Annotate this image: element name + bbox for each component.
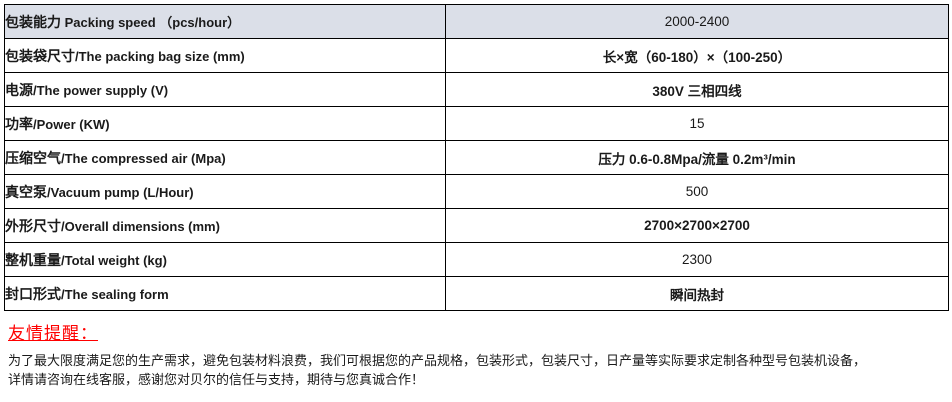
parameter-label-cn: 真空泵: [5, 183, 47, 200]
parameter-value-cell: 2000-2400: [445, 4, 949, 39]
parameter-label-en: /The compressed air (Mpa): [61, 150, 226, 166]
parameter-value-cell: 2700×2700×2700: [445, 208, 949, 243]
parameter-label-en: /Overall dimensions (mm): [61, 218, 220, 234]
friendly-reminder-line-1: 为了最大限度满足您的生产需求，避免包装材料浪费，我们可根据您的产品规格，包装形式…: [8, 353, 867, 368]
table-row: 封口形式/The sealing form 瞬间热封: [4, 276, 949, 311]
parameter-value-cell: 500: [445, 174, 949, 209]
parameter-label-cn: 外形尺寸: [5, 217, 61, 234]
parameter-label-cell: 电源/The power supply (V): [4, 72, 446, 107]
parameter-label-en: /The sealing form: [61, 286, 169, 302]
table-row: 整机重量/Total weight (kg) 2300: [4, 242, 949, 277]
parameter-label-cn: 电源: [5, 81, 33, 98]
parameter-label-cell: 外形尺寸/Overall dimensions (mm): [4, 208, 446, 243]
parameter-label-cn: 压缩空气: [5, 149, 61, 166]
parameter-label-en: /The power supply (V): [33, 82, 169, 98]
parameter-label-en: /Power (KW): [33, 116, 110, 132]
table-row: 电源/The power supply (V) 380V 三相四线: [4, 72, 949, 107]
parameter-label-cell: 封口形式/The sealing form: [4, 276, 446, 311]
table-row: 外形尺寸/Overall dimensions (mm) 2700×2700×27…: [4, 208, 949, 243]
parameter-value-cell: 长×宽（60-180）×（100-250）: [445, 38, 949, 73]
parameter-label-en: /Vacuum pump (L/Hour): [47, 184, 194, 200]
parameter-label-cell: 压缩空气/The compressed air (Mpa): [4, 140, 446, 175]
table-row: 真空泵/Vacuum pump (L/Hour) 500: [4, 174, 949, 209]
parameter-label-cn: 包装袋尺寸: [5, 47, 75, 64]
friendly-reminder-body: 为了最大限度满足您的生产需求，避免包装材料浪费，我们可根据您的产品规格，包装形式…: [8, 351, 946, 389]
specifications-table: 包装能力 Packing speed （pcs/hour） 2000-2400 包装…: [4, 4, 949, 311]
parameter-label-cell: 整机重量/Total weight (kg): [4, 242, 446, 277]
parameter-value-cell: 压力 0.6-0.8Mpa/流量 0.2m³/min: [445, 140, 949, 175]
parameter-label-cell: 真空泵/Vacuum pump (L/Hour): [4, 174, 446, 209]
parameter-label-en: /Total weight (kg): [61, 252, 167, 268]
friendly-reminder-line-2: 详情请咨询在线客服，感谢您对贝尔的信任与支持，期待与您真诚合作！: [8, 372, 425, 387]
parameter-value-cell: 2300: [445, 242, 949, 277]
parameter-label-cell: 功率/Power (KW): [4, 106, 446, 141]
table-row: 压缩空气/The compressed air (Mpa) 压力 0.6-0.8M…: [4, 140, 949, 175]
parameter-label-cn: 整机重量: [5, 251, 61, 268]
parameter-label-cn: 包装能力: [5, 13, 61, 30]
parameter-label-cell: 包装袋尺寸/The packing bag size (mm): [4, 38, 446, 73]
parameter-value-cell: 15: [445, 106, 949, 141]
table-row: 包装袋尺寸/The packing bag size (mm) 长×宽（60-18…: [4, 38, 949, 73]
parameter-label-en: Packing speed （pcs/hour）: [61, 14, 241, 30]
table-row: 功率/Power (KW) 15: [4, 106, 949, 141]
parameter-label-cn: 封口形式: [5, 285, 61, 302]
parameter-label-cn: 功率: [5, 115, 33, 132]
table-row: 包装能力 Packing speed （pcs/hour） 2000-2400: [4, 4, 949, 39]
friendly-reminder-title: 友情提醒：: [8, 324, 98, 343]
friendly-reminder-block: 友情提醒： 为了最大限度满足您的生产需求，避免包装材料浪费，我们可根据您的产品规…: [8, 322, 946, 389]
parameter-value-cell: 380V 三相四线: [445, 72, 949, 107]
parameter-label-en: /The packing bag size (mm): [75, 48, 245, 64]
parameter-value-cell: 瞬间热封: [445, 276, 949, 311]
parameter-label-cell: 包装能力 Packing speed （pcs/hour）: [4, 4, 446, 39]
